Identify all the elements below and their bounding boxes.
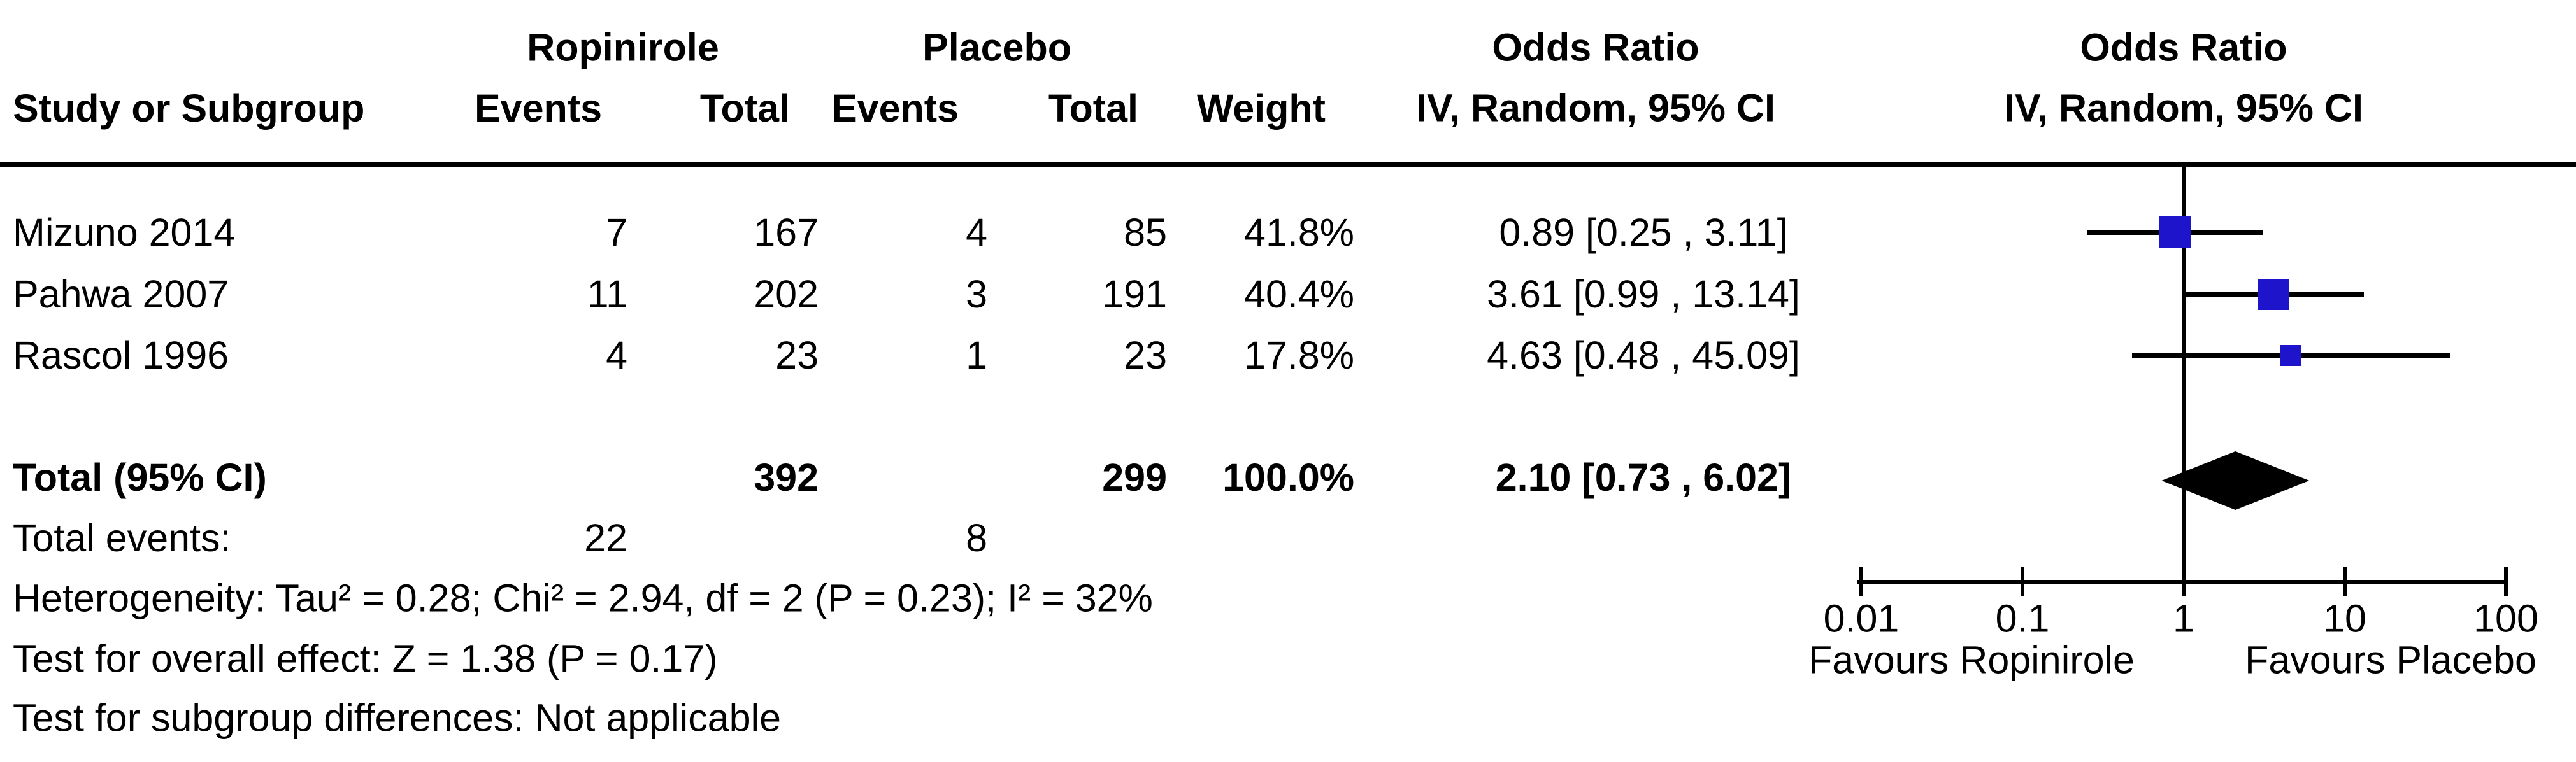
col-header-weight: Weight (1196, 86, 1326, 130)
col-header-or-ci: IV, Random, 95% CI (1416, 86, 1775, 130)
col-header-study: Study or Subgroup (13, 86, 365, 130)
weight: 41.8% (1244, 210, 1354, 254)
weight: 40.4% (1244, 272, 1354, 316)
subgroup-test-text: Test for subgroup differences: Not appli… (13, 696, 782, 740)
column-header-row: Study or Subgroup Events Total Events To… (0, 78, 1860, 139)
axis-tick (2504, 567, 2508, 596)
ci-line (2132, 353, 2451, 358)
group-header-ropinirole: Ropinirole (527, 25, 719, 69)
axis-tick-label: 0.1 (1995, 596, 2050, 640)
axis-tick-label: 10 (2323, 596, 2366, 640)
total-rop: 23 (775, 333, 819, 377)
events-plac: 1 (966, 333, 987, 377)
total-label: Total (95% CI) (13, 455, 267, 499)
total-plac: 191 (1102, 272, 1167, 316)
total-or-ci-text: 2.10 [0.73 , 6.02] (1495, 455, 1792, 499)
events-plac: 4 (966, 210, 987, 254)
col-header-events-plac: Events (831, 86, 959, 130)
table-row: Mizuno 2014 7 167 4 85 41.8% 0.89 [0.25 … (0, 202, 1860, 263)
total-rop: 167 (754, 210, 819, 254)
total-row: Total (95% CI) 392 299 100.0% 2.10 [0.73… (0, 447, 1860, 508)
overall-effect-text: Test for overall effect: Z = 1.38 (P = 0… (13, 637, 718, 681)
axis-tick-label: 100 (2473, 596, 2538, 640)
effect-square (2280, 344, 2301, 366)
group-header-odds-ratio-plot: Odds Ratio (2080, 25, 2287, 69)
total-weight: 100.0% (1222, 455, 1354, 499)
header-rule (0, 162, 2576, 167)
weight: 17.8% (1244, 333, 1354, 377)
favours-left-label: Favours Ropinirole (1808, 638, 2135, 682)
study-label: Mizuno 2014 (13, 210, 236, 254)
total-plac: 85 (1124, 210, 1167, 254)
group-header-placebo: Placebo (922, 25, 1071, 69)
total-n-plac: 299 (1102, 455, 1167, 499)
total-events-plac: 8 (966, 516, 987, 560)
axis-tick-label: 0.01 (1823, 596, 1900, 640)
col-header-total-plac: Total (1048, 86, 1138, 130)
events-plac: 3 (966, 272, 987, 316)
effect-square (2159, 216, 2192, 248)
null-effect-line (2182, 167, 2186, 582)
ci-line (2086, 230, 2263, 235)
total-events-row: Total events: 22 8 (0, 507, 1860, 568)
axis-tick (2343, 567, 2347, 596)
total-events-label: Total events: (13, 516, 231, 560)
axis-tick (2182, 567, 2186, 596)
total-rop: 202 (754, 272, 819, 316)
x-axis-line (1857, 580, 2505, 584)
total-n-rop: 392 (754, 455, 819, 499)
events-rop: 4 (606, 333, 627, 377)
col-header-events-rop: Events (475, 86, 603, 130)
col-header-or-ci-plot: IV, Random, 95% CI (2004, 86, 2363, 130)
group-header-odds-ratio: Odds Ratio (1492, 25, 1699, 69)
table-row: Rascol 1996 4 23 1 23 17.8% 4.63 [0.48 ,… (0, 325, 1860, 386)
ci-line (2182, 292, 2364, 297)
favours-right-label: Favours Placebo (2245, 638, 2537, 682)
axis-tick (2021, 567, 2024, 596)
study-label: Rascol 1996 (13, 333, 229, 377)
events-rop: 11 (587, 272, 627, 316)
heterogeneity-text: Heterogeneity: Tau² = 0.28; Chi² = 2.94,… (13, 576, 1153, 620)
axis-tick (1859, 567, 1863, 596)
pooled-diamond (2161, 451, 2310, 510)
or-ci-text: 3.61 [0.99 , 13.14] (1487, 272, 1800, 316)
total-events-rop: 22 (584, 516, 627, 560)
col-header-total-rop: Total (699, 86, 790, 130)
total-plac: 23 (1124, 333, 1167, 377)
axis-tick-label: 1 (2173, 596, 2194, 640)
study-label: Pahwa 2007 (13, 272, 229, 316)
or-ci-text: 0.89 [0.25 , 3.11] (1499, 210, 1788, 254)
or-ci-text: 4.63 [0.48 , 45.09] (1487, 333, 1800, 377)
events-rop: 7 (606, 210, 627, 254)
effect-square (2258, 278, 2289, 310)
table-row: Pahwa 2007 11 202 3 191 40.4% 3.61 [0.99… (0, 264, 1860, 325)
